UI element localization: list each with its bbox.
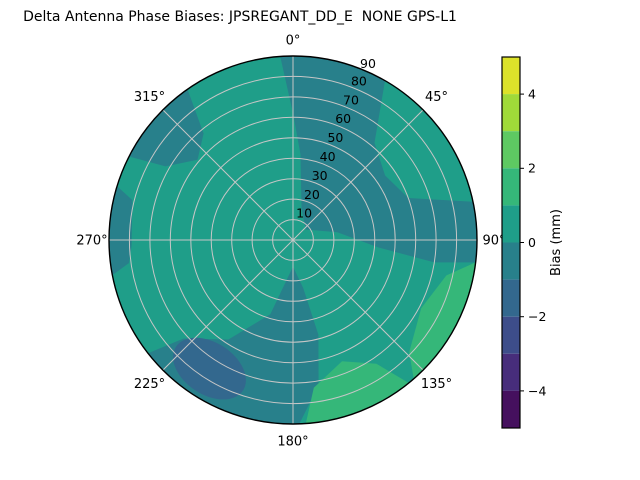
colorbar-segment	[502, 390, 520, 429]
angle-label-270: 270°	[76, 234, 107, 249]
polar-boundary	[108, 55, 478, 425]
contour-region-north-east-lobe	[280, 56, 477, 263]
radial-label-70: 70	[343, 92, 359, 107]
colorbar-tick-labels: 4 2 0 −2 −4	[528, 86, 546, 398]
colorbar-tick-label-m2: −2	[528, 309, 546, 324]
angle-label-45: 45°	[425, 90, 448, 105]
colorbar-tick-marks	[520, 93, 524, 392]
colorbar-segment	[502, 279, 520, 317]
colorbar-tick-label-m4: −4	[528, 383, 546, 398]
polar-grid	[109, 56, 477, 424]
angle-label-225: 225°	[134, 377, 165, 392]
contour-region-southwest-blob	[173, 337, 246, 400]
angle-label-0: 0°	[286, 34, 301, 49]
contour-region-east-sliver	[409, 262, 476, 379]
radial-label-20: 20	[304, 187, 320, 202]
angle-tick-labels: 0° 45° 90° 135° 180° 225° 270° 315°	[76, 34, 505, 450]
contour-region-northwest-patch	[129, 89, 204, 167]
radial-label-50: 50	[327, 130, 343, 145]
radial-label-90: 90	[360, 56, 376, 71]
colorbar-segment	[502, 57, 520, 95]
radial-label-60: 60	[335, 111, 351, 126]
colorbar-segment	[502, 94, 520, 132]
colorbar-segment	[502, 131, 520, 169]
angle-label-180: 180°	[277, 435, 308, 450]
grid-line-135-315	[162, 109, 424, 371]
colorbar-tick-label-4: 4	[528, 86, 536, 101]
radial-label-10: 10	[296, 206, 312, 221]
contour-region-west-sliver	[109, 186, 133, 276]
colorbar-segment	[502, 353, 520, 391]
colorbar-segment	[502, 316, 520, 354]
angle-label-315: 315°	[134, 90, 165, 105]
radial-label-30: 30	[312, 168, 328, 183]
radial-label-40: 40	[320, 149, 336, 164]
angle-label-90: 90°	[482, 234, 505, 249]
radial-tick-labels: 10 20 30 40 50 60 70 80 90	[296, 56, 376, 221]
colorbar-segments	[502, 57, 520, 429]
colorbar-segment	[502, 205, 520, 243]
polar-plot: 10 20 30 40 50 60 70 80 90 0° 45° 90° 13…	[76, 34, 505, 450]
colorbar-segment	[502, 168, 520, 206]
angle-label-135: 135°	[421, 377, 452, 392]
colorbar-segment	[502, 242, 520, 280]
colorbar-tick-label-0: 0	[528, 235, 536, 250]
plot-title: Delta Antenna Phase Biases: JPSREGANT_DD…	[23, 9, 457, 25]
radial-label-80: 80	[351, 73, 367, 88]
colorbar-tick-label-2: 2	[528, 161, 536, 176]
colorbar: 4 2 0 −2 −4 Bias (mm)	[501, 56, 564, 429]
colorbar-axis-label: Bias (mm)	[549, 209, 564, 276]
